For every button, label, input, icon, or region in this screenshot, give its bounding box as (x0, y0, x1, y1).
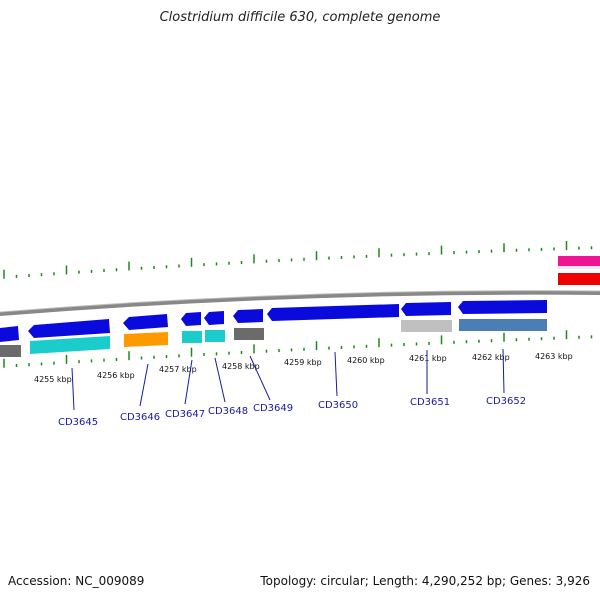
feature-red (558, 273, 600, 285)
scale-label: 4256 kbp (97, 371, 135, 380)
gene-label-cd3647[interactable]: CD3647 (165, 409, 205, 420)
feature-light-gray (401, 320, 452, 332)
gene-label-cd3652[interactable]: CD3652 (486, 396, 526, 407)
feature-pink (558, 256, 600, 268)
feature-blocks (0, 319, 547, 357)
genome-backbone-highlight (0, 290, 600, 313)
leader-line (502, 348, 505, 394)
scale-label: 4255 kbp (34, 375, 72, 384)
scale-label: 4261 kbp (409, 354, 447, 363)
scale-label: 4262 kbp (472, 353, 510, 362)
gene-arrow[interactable] (458, 300, 547, 314)
gene-arrow[interactable] (123, 314, 168, 330)
gene-arrow[interactable] (401, 302, 451, 316)
inner-tick-ring (3, 330, 593, 368)
accession-label: Accession: NC_009089 (8, 574, 145, 588)
gene-arrow[interactable] (204, 311, 224, 325)
leader-line (334, 351, 338, 397)
leader-line (214, 357, 226, 403)
feature-teal (182, 331, 202, 343)
feature-teal (30, 336, 110, 354)
gene-label-cd3646[interactable]: CD3646 (120, 412, 160, 423)
gene-labels: CD3645 CD3646 CD3647 CD3648 CD3649 CD365… (58, 396, 526, 428)
genome-summary: Topology: circular; Length: 4,290,252 bp… (260, 574, 590, 588)
gene-arrow[interactable] (0, 326, 19, 342)
gene-arrow[interactable] (181, 312, 201, 326)
feature-steel-blue (459, 319, 547, 331)
feature-pink-band (558, 266, 600, 269)
gene-label-cd3650[interactable]: CD3650 (318, 400, 358, 411)
map-title: Clostridium difficile 630, complete geno… (159, 10, 441, 25)
gene-leader-lines (71, 348, 505, 411)
gene-arrows (0, 300, 547, 342)
gene-label-cd3651[interactable]: CD3651 (410, 397, 450, 408)
gene-arrow[interactable] (267, 304, 399, 321)
feature-gray (0, 345, 21, 357)
feature-gray (234, 328, 264, 340)
leader-line (249, 355, 271, 401)
feature-orange (124, 332, 168, 347)
scale-label: 4263 kbp (535, 352, 573, 361)
gene-label-cd3645[interactable]: CD3645 (58, 417, 98, 428)
gene-label-cd3649[interactable]: CD3649 (253, 403, 293, 414)
feature-teal (205, 330, 225, 342)
scale-label: 4258 kbp (222, 362, 260, 371)
gene-arrow[interactable] (28, 319, 110, 338)
leader-line (71, 367, 75, 411)
gene-arrow[interactable] (233, 309, 263, 323)
scale-labels: 4255 kbp 4256 kbp 4257 kbp 4258 kbp 4259… (34, 352, 573, 384)
leader-line (139, 363, 149, 407)
outer-tick-ring (3, 241, 593, 279)
gene-label-cd3648[interactable]: CD3648 (208, 406, 248, 417)
genome-backbone (0, 290, 600, 316)
scale-label: 4259 kbp (284, 358, 322, 367)
scale-label: 4257 kbp (159, 365, 197, 374)
scale-label: 4260 kbp (347, 356, 385, 365)
leader-line (184, 359, 193, 405)
